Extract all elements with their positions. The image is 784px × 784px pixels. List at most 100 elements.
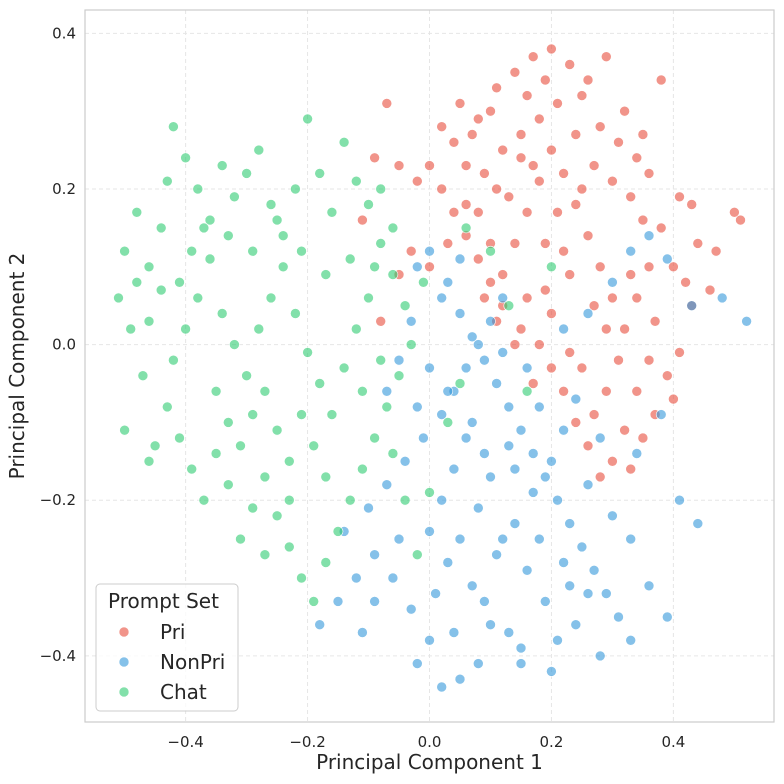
y-tick-label: 0.2 <box>52 180 76 198</box>
scatter-point <box>198 494 210 506</box>
scatter-point <box>381 479 393 491</box>
scatter-point <box>680 276 691 288</box>
scatter-point <box>418 432 429 444</box>
scatter-point <box>369 432 380 444</box>
scatter-point <box>710 245 722 257</box>
scatter-point <box>564 59 576 70</box>
scatter-point <box>186 245 197 257</box>
scatter-point <box>491 378 502 389</box>
scatter-point <box>503 401 515 413</box>
scatter-point <box>399 300 411 312</box>
y-tick-label: 0.4 <box>52 24 76 42</box>
scatter-point <box>533 175 545 187</box>
scatter-point <box>332 526 344 537</box>
scatter-point <box>539 74 551 86</box>
scatter-point <box>411 549 423 561</box>
scatter-point <box>570 417 582 428</box>
scatter-point <box>546 308 557 319</box>
scatter-point <box>350 175 362 187</box>
scatter-point <box>472 207 484 218</box>
scatter-point <box>674 347 685 358</box>
scatter-point <box>223 230 234 241</box>
scatter-point <box>533 339 545 350</box>
scatter-point <box>375 238 387 249</box>
legend: Prompt Set Pri NonPri Chat <box>95 583 239 712</box>
scatter-point <box>582 74 594 86</box>
scatter-point <box>442 276 454 288</box>
scatter-point <box>296 572 307 584</box>
scatter-point <box>582 230 594 241</box>
scatter-point <box>588 300 600 312</box>
scatter-point <box>625 533 637 545</box>
scatter-point <box>631 292 643 304</box>
scatter-point <box>515 424 527 436</box>
scatter-point <box>497 269 509 280</box>
scatter-point <box>539 596 551 607</box>
scatter-point <box>174 276 185 288</box>
scatter-point <box>643 168 655 179</box>
legend-label-chat: Chat <box>160 680 207 704</box>
scatter-point <box>631 152 643 164</box>
scatter-point <box>302 113 313 125</box>
scatter-point <box>576 90 588 101</box>
scatter-point <box>229 339 240 350</box>
scatter-point <box>216 308 228 319</box>
scatter-point <box>357 627 368 638</box>
scatter-point <box>424 362 435 374</box>
y-tick-label: 0.0 <box>52 336 76 354</box>
scatter-point <box>625 463 637 475</box>
scatter-point <box>564 580 576 592</box>
scatter-point <box>631 385 643 397</box>
scatter-point <box>491 183 502 195</box>
scatter-point <box>259 549 271 561</box>
scatter-point <box>241 168 252 179</box>
scatter-point <box>582 308 594 319</box>
scatter-point <box>411 401 423 413</box>
scatter-point <box>454 533 466 545</box>
scatter-point <box>661 253 673 265</box>
scatter-point <box>460 362 472 374</box>
scatter-point <box>442 557 454 568</box>
scatter-point <box>247 409 258 420</box>
scatter-point <box>491 82 502 94</box>
scatter-point <box>625 269 637 280</box>
scatter-point <box>558 557 569 568</box>
scatter-point <box>570 393 582 405</box>
x-tick-label: −0.4 <box>167 733 203 751</box>
scatter-point <box>265 292 277 304</box>
scatter-point <box>180 323 191 335</box>
scatter-point <box>436 183 448 195</box>
scatter-point <box>558 385 569 397</box>
scatter-point <box>460 432 472 444</box>
scatter-point <box>564 269 576 280</box>
scatter-point <box>369 152 380 164</box>
scatter-point <box>253 323 265 335</box>
scatter-point <box>521 564 533 576</box>
scatter-point <box>308 440 320 452</box>
scatter-point <box>637 129 649 140</box>
scatter-point <box>192 292 204 304</box>
scatter-point <box>399 455 411 467</box>
scatter-point <box>405 603 417 615</box>
scatter-point <box>741 315 752 327</box>
scatter-point <box>472 253 484 265</box>
scatter-point <box>155 222 167 234</box>
scatter-point <box>515 658 527 669</box>
scatter-point <box>314 168 326 179</box>
scatter-point <box>661 370 673 382</box>
scatter-point <box>448 627 460 638</box>
scatter-point <box>320 557 332 568</box>
scatter-point <box>552 207 563 218</box>
scatter-point <box>424 487 435 498</box>
scatter-point <box>259 385 271 397</box>
scatter-point <box>424 634 435 646</box>
scatter-point <box>229 191 240 203</box>
scatter-point <box>552 494 563 506</box>
scatter-point <box>296 409 307 420</box>
scatter-point <box>515 152 527 164</box>
scatter-point <box>674 191 685 203</box>
scatter-point <box>326 409 338 420</box>
scatter-point <box>491 549 502 561</box>
scatter-point <box>460 199 472 210</box>
scatter-point <box>454 378 466 389</box>
